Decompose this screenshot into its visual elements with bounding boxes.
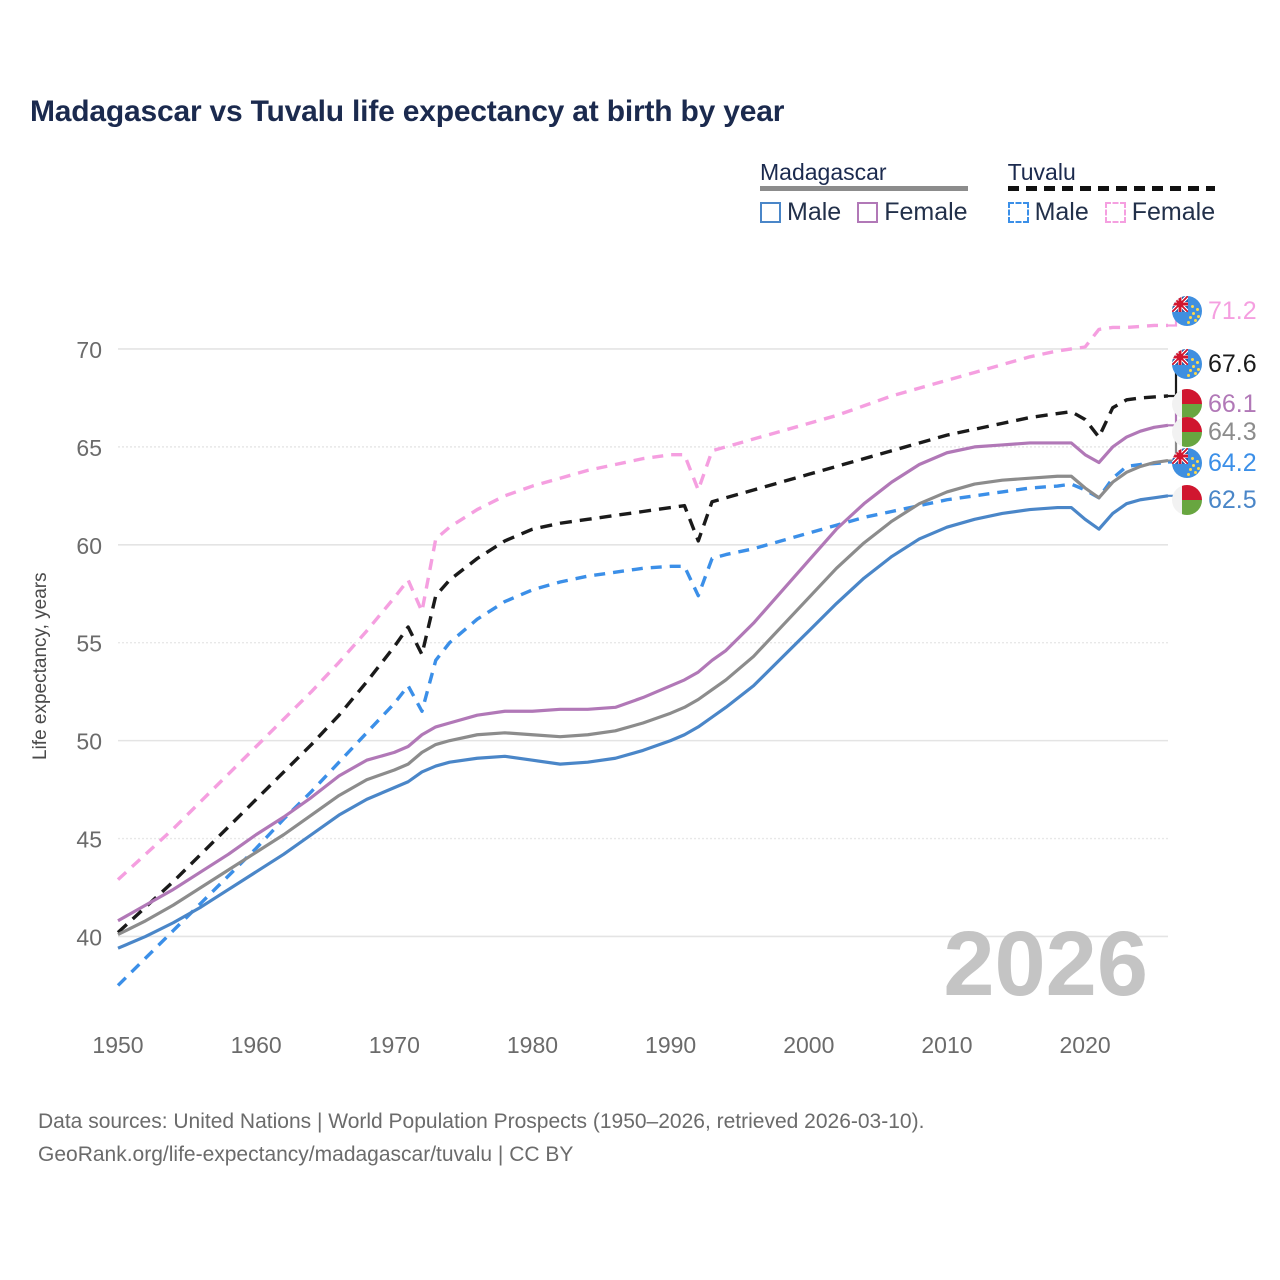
series-line xyxy=(117,458,1169,936)
legend-country-madagascar: Madagascar xyxy=(760,159,887,185)
end-label-row: 66.1 xyxy=(1172,386,1257,422)
x-tick-label: 2010 xyxy=(921,1032,972,1058)
end-label-row: 64.3 xyxy=(1172,414,1257,450)
y-axis-label: Life expectancy, years xyxy=(30,572,51,760)
series-line xyxy=(116,460,1169,987)
legend-item-tuvalu-female[interactable]: Female xyxy=(1104,198,1216,227)
legend-label-madagascar-female: Female xyxy=(884,198,968,227)
chart-legend: Madagascar Male Female Tuvalu Male xyxy=(760,159,1216,227)
legend-swatch-tuvalu-male-icon xyxy=(1007,202,1029,224)
end-value-text: 64.3 xyxy=(1208,417,1257,446)
legend-item-madagascar-female[interactable]: Female xyxy=(857,198,968,227)
end-label-row: 67.6 xyxy=(1172,346,1257,382)
tuvalu-flag-icon xyxy=(1172,448,1202,478)
madagascar-flag-icon xyxy=(1172,389,1202,419)
end-value-text: 71.2 xyxy=(1208,296,1257,325)
series-line xyxy=(117,423,1169,923)
y-tick-label: 55 xyxy=(76,631,102,657)
tuvalu-flag-icon xyxy=(1172,349,1202,379)
gridlines xyxy=(118,348,1168,938)
footer-data-sources: Data sources: United Nations | World Pop… xyxy=(38,1110,925,1133)
legend-item-tuvalu-male[interactable]: Male xyxy=(1007,198,1089,227)
series-lines xyxy=(116,323,1169,987)
chart-footer: Data sources: United Nations | World Pop… xyxy=(38,1106,924,1171)
y-tick-label: 70 xyxy=(76,337,102,363)
y-tick-label: 65 xyxy=(76,435,102,461)
x-tick-label: 1970 xyxy=(369,1032,420,1058)
legend-group-tuvalu: Tuvalu Male Female xyxy=(1007,159,1216,227)
end-value-text: 67.6 xyxy=(1208,349,1257,378)
end-value-text: 66.1 xyxy=(1208,389,1257,418)
year-watermark: 2026 xyxy=(943,913,1148,1015)
legend-rule-tuvalu xyxy=(1007,186,1216,192)
legend-rule-madagascar xyxy=(760,186,968,192)
y-tick-label: 60 xyxy=(76,533,102,559)
legend-swatch-madagascar-female-icon xyxy=(857,202,879,224)
legend-country-tuvalu: Tuvalu xyxy=(1007,159,1076,185)
end-label-row: 62.5 xyxy=(1172,482,1257,518)
x-tick-label: 1980 xyxy=(507,1032,558,1058)
y-tick-label: 45 xyxy=(76,827,102,853)
x-axis-ticks: 1950 1960 1970 1980 1990 2000 2010 2020 xyxy=(92,1032,1110,1058)
x-tick-label: 1960 xyxy=(231,1032,282,1058)
legend-label-tuvalu-female: Female xyxy=(1131,198,1216,227)
footer-attribution: GeoRank.org/life-expectancy/madagascar/t… xyxy=(38,1142,574,1166)
x-tick-label: 2020 xyxy=(1060,1032,1111,1058)
legend-item-madagascar-male[interactable]: Male xyxy=(760,198,841,227)
x-tick-label: 2000 xyxy=(783,1032,834,1058)
x-tick-label: 1990 xyxy=(645,1032,696,1058)
y-tick-label: 40 xyxy=(76,924,102,950)
series-line xyxy=(116,323,1168,881)
end-label-row: 71.2 xyxy=(1172,293,1257,329)
legend-label-madagascar-male: Male xyxy=(787,198,842,227)
legend-swatch-madagascar-male-icon xyxy=(760,202,781,224)
y-axis-ticks: 40 45 50 55 60 65 70 xyxy=(76,337,102,950)
page-title: Madagascar vs Tuvalu life expectancy at … xyxy=(30,95,785,128)
series-line xyxy=(116,394,1169,934)
legend-group-madagascar: Madagascar Male Female xyxy=(760,160,968,227)
madagascar-flag-icon xyxy=(1172,485,1202,515)
legend-swatch-tuvalu-female-icon xyxy=(1104,202,1126,224)
madagascar-flag-icon xyxy=(1172,417,1202,447)
tuvalu-flag-icon xyxy=(1172,296,1202,326)
x-tick-label: 1950 xyxy=(92,1032,143,1058)
series-line xyxy=(117,494,1169,950)
legend-label-tuvalu-male: Male xyxy=(1034,198,1089,227)
end-value-text: 62.5 xyxy=(1208,485,1257,514)
end-value-text: 64.2 xyxy=(1208,448,1257,477)
y-tick-label: 50 xyxy=(76,729,102,755)
end-label-row: 64.2 xyxy=(1172,445,1257,481)
